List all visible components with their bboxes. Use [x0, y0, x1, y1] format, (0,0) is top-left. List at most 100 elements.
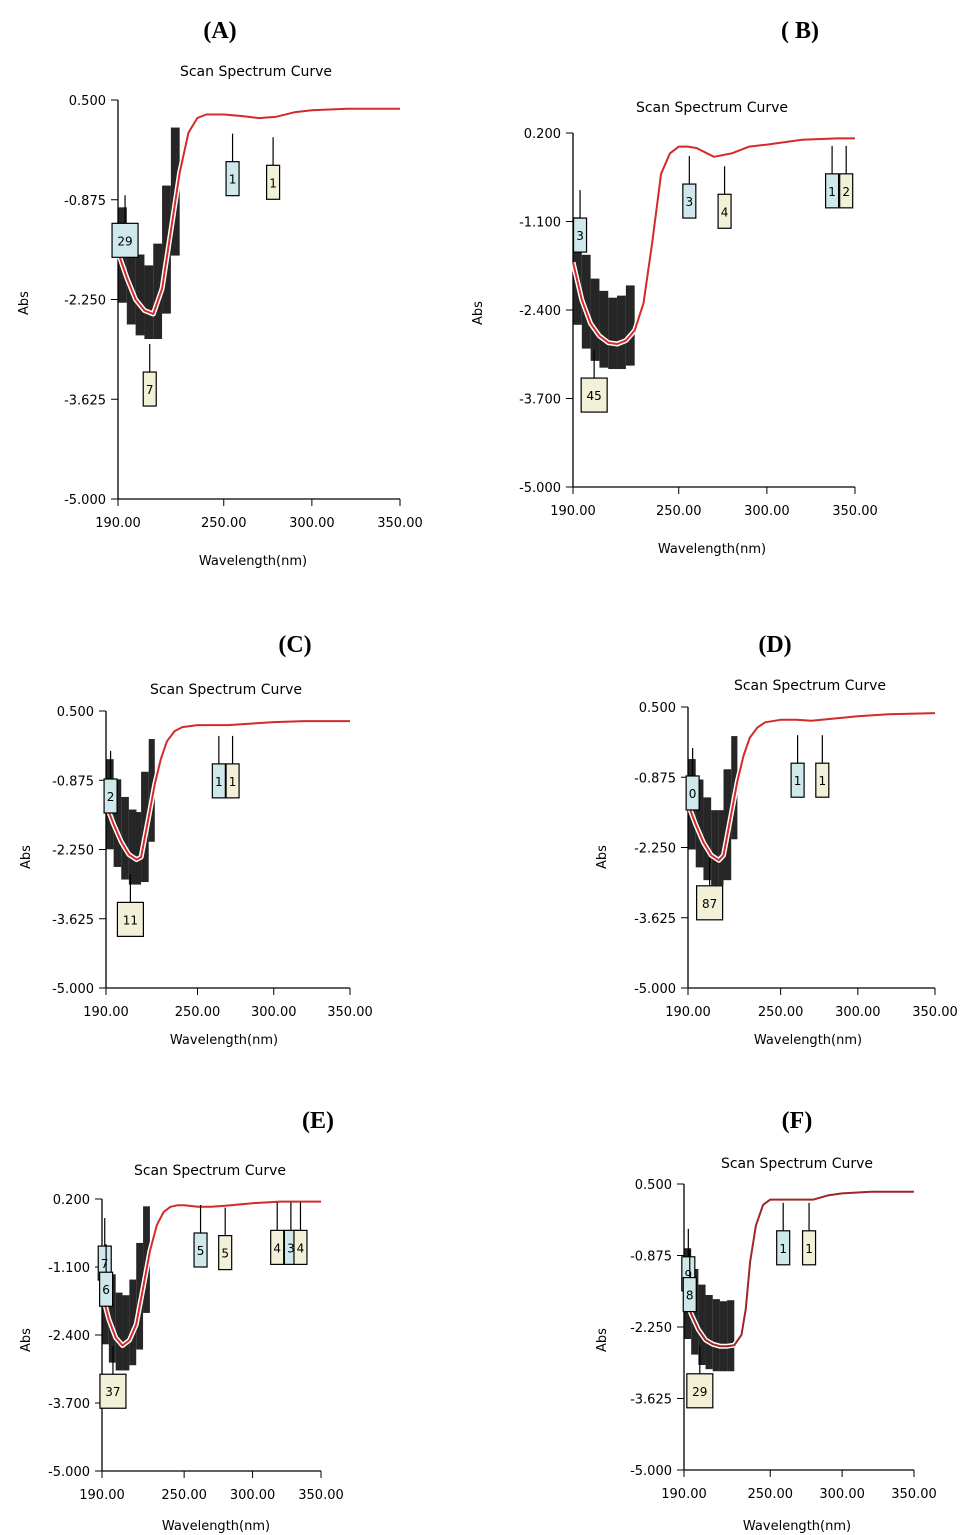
- y-tick-label: -3.700: [48, 1397, 90, 1412]
- y-tick-label: 0.500: [57, 705, 94, 720]
- peak-flag-cluster: [136, 812, 142, 885]
- peak-flag-label: 6: [102, 1283, 110, 1297]
- peak-flag-label: 5: [221, 1247, 229, 1261]
- peak-flag-cluster: [719, 1301, 728, 1372]
- x-axis-label: Wavelength(nm): [199, 554, 307, 569]
- peak-flag-box: [142, 371, 157, 407]
- y-tick-label: -3.625: [52, 913, 94, 928]
- peak-flag-label: 7: [101, 1257, 109, 1271]
- peak-flag-label: 7: [146, 383, 154, 397]
- x-tick-label: 300.00: [744, 504, 790, 519]
- peak-flag-label: 0: [689, 787, 697, 801]
- peak-flag-label: 37: [105, 1385, 120, 1399]
- peak-flag-label: 2: [107, 790, 115, 804]
- y-tick-label: -0.875: [630, 1250, 672, 1265]
- x-tick-label: 190.00: [661, 1487, 707, 1502]
- x-tick-label: 350.00: [327, 1005, 373, 1020]
- peak-flag-box: [225, 161, 240, 197]
- peak-flag-cluster: [122, 1295, 130, 1371]
- peak-flag-box: [218, 1235, 233, 1271]
- peak-flag-label: 1: [805, 1242, 813, 1256]
- y-tick-label: -3.625: [64, 393, 106, 408]
- peak-flag-cluster: [121, 796, 129, 880]
- y-tick-label: -2.250: [634, 842, 676, 857]
- x-tick-label: 350.00: [891, 1487, 937, 1502]
- y-tick-label: -2.400: [48, 1329, 90, 1344]
- peak-flag-box: [193, 1232, 208, 1268]
- x-tick-label: 350.00: [832, 504, 878, 519]
- peak-flag-cluster: [599, 290, 609, 368]
- peak-flag-box: [682, 1276, 697, 1313]
- panel-label: (A): [203, 18, 236, 44]
- peak-flag-box: [685, 775, 700, 811]
- x-tick-label: 250.00: [656, 504, 702, 519]
- peak-flag-cluster: [703, 797, 712, 881]
- peak-flag-label: 9: [684, 1268, 692, 1282]
- peak-flag-label: 1: [215, 775, 223, 789]
- chart-panel-c: (C) Scan Spectrum Curve 0.500 -0.875 -2.250 -…: [19, 632, 373, 1048]
- peak-flag-cluster: [727, 1300, 735, 1372]
- x-tick-label: 250.00: [748, 1487, 794, 1502]
- peak-flag-label: 2: [842, 185, 850, 199]
- y-tick-label: -0.875: [52, 774, 94, 789]
- y-tick-label: -5.000: [52, 982, 94, 997]
- y-tick-label: 0.500: [639, 701, 676, 716]
- y-tick-label: -3.625: [630, 1393, 672, 1408]
- peak-flag-box: [776, 1230, 791, 1266]
- x-tick-label: 300.00: [251, 1005, 297, 1020]
- peak-flag-label: 1: [229, 775, 237, 789]
- chart-panel-e: (E) Scan Spectrum Curve 0.200 -1.100 -2.400 -…: [19, 1108, 344, 1534]
- peak-flag-cluster: [705, 1295, 713, 1370]
- peak-flag-label: 1: [794, 774, 802, 788]
- y-tick-label: 0.500: [69, 94, 106, 109]
- peak-flag-label: 5: [197, 1244, 205, 1258]
- peak-flag-box: [696, 885, 724, 921]
- chart-title: Scan Spectrum Curve: [734, 678, 886, 694]
- peak-flag-cluster: [153, 243, 163, 340]
- y-tick-label: -2.250: [630, 1321, 672, 1336]
- peak-flag-label: 29: [692, 1385, 707, 1399]
- peak-flag-label: 1: [818, 774, 826, 788]
- y-tick-label: -2.250: [52, 844, 94, 859]
- peak-flag-box: [111, 222, 139, 258]
- y-tick-label: -3.625: [634, 912, 676, 927]
- x-axis-label: Wavelength(nm): [658, 542, 766, 557]
- peak-flag-cluster: [128, 809, 137, 885]
- y-axis-label: Abs: [595, 845, 610, 869]
- peak-flag-cluster: [115, 1292, 123, 1371]
- peak-flag-label: 1: [779, 1242, 787, 1256]
- x-tick-label: 300.00: [819, 1487, 865, 1502]
- x-axis-label: Wavelength(nm): [743, 1519, 851, 1534]
- peak-flag-cluster: [129, 1279, 137, 1366]
- peak-flag-label: 87: [702, 897, 717, 911]
- peak-flag-box: [790, 762, 805, 798]
- y-tick-label: -2.400: [519, 304, 561, 319]
- peak-flag-label: 8: [686, 1289, 694, 1303]
- y-axis-label: Abs: [19, 845, 34, 869]
- peak-flag-box: [266, 164, 281, 200]
- peak-flag-box: [572, 217, 588, 253]
- peak-flag-label: 4: [297, 1241, 305, 1255]
- y-tick-label: -2.250: [64, 294, 106, 309]
- peak-flag-box: [815, 762, 830, 798]
- peak-flag-cluster: [711, 810, 719, 886]
- peak-flag-box: [99, 1373, 127, 1409]
- x-tick-label: 190.00: [665, 1005, 711, 1020]
- peak-flag-box: [225, 763, 240, 799]
- peak-flag-cluster: [144, 265, 154, 340]
- spectrum-line: [105, 720, 350, 861]
- peak-flag-cluster: [135, 254, 145, 336]
- y-tick-label: 0.200: [53, 1193, 90, 1208]
- x-tick-label: 300.00: [289, 516, 335, 531]
- peak-flag-box: [116, 901, 145, 937]
- y-tick-label: -5.000: [48, 1465, 90, 1480]
- x-axis-label: Wavelength(nm): [754, 1033, 862, 1048]
- y-tick-label: -5.000: [634, 982, 676, 997]
- peak-flag-cluster: [126, 232, 136, 325]
- peak-flag-cluster: [625, 285, 635, 366]
- x-axis-label: Wavelength(nm): [162, 1519, 270, 1534]
- y-axis-label: Abs: [19, 1328, 34, 1352]
- peak-flag-box: [824, 173, 840, 209]
- spectrum-halo: [99, 1199, 321, 1348]
